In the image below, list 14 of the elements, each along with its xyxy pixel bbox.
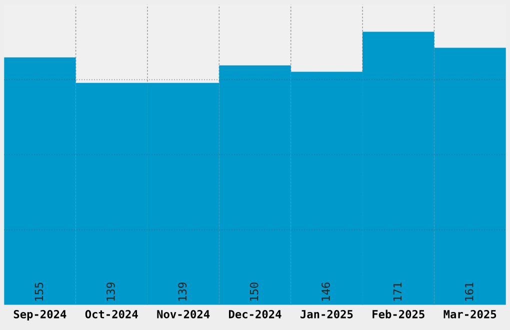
data-label: 161 xyxy=(464,282,474,301)
x-tick-label: Dec-2024 xyxy=(228,310,282,318)
x-tick-label: Mar-2025 xyxy=(444,310,496,318)
data-label: 155 xyxy=(34,282,44,301)
x-tick-label: Jan-2025 xyxy=(300,310,353,318)
x-tick-label: Feb-2025 xyxy=(372,310,424,318)
data-label: 139 xyxy=(106,282,115,301)
x-tick-label: Sep-2024 xyxy=(14,310,66,321)
x-tick-label: Oct-2024 xyxy=(85,310,138,318)
x-tick-label: Nov-2024 xyxy=(157,310,210,318)
data-label: 139 xyxy=(178,282,187,301)
data-label: 146 xyxy=(322,282,330,301)
data-label: 171 xyxy=(393,282,402,301)
data-label: 150 xyxy=(250,282,258,301)
